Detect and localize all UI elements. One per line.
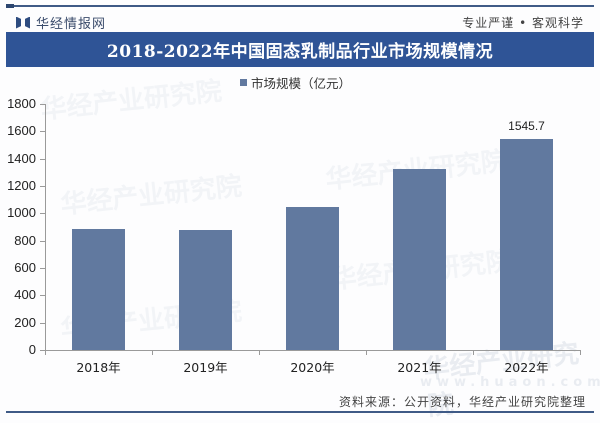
x-tick: [366, 350, 367, 355]
x-tick-label: 2019年: [183, 360, 228, 375]
legend-swatch-icon: [240, 79, 247, 86]
y-tick-label: 1600: [7, 123, 36, 139]
bar-2018年: [72, 229, 125, 350]
x-tick: [259, 350, 260, 355]
y-tick-label: 1000: [7, 205, 36, 221]
slogan: 专业严谨 • 客观科学: [462, 16, 584, 30]
top-divider: [6, 4, 594, 8]
bar-2019年: [179, 229, 232, 350]
bottom-divider: [6, 411, 594, 413]
watermark: 华经产业研究院: [39, 76, 224, 126]
y-tick: [40, 350, 45, 351]
y-tick-label: 0: [28, 342, 36, 357]
y-tick: [40, 186, 45, 187]
legend-label: 市场规模（亿元）: [251, 76, 352, 91]
y-tick: [40, 295, 45, 297]
y-tick: [40, 322, 45, 324]
chart-title: 2018-2022年中国固态乳制品行业市场规模情况: [106, 42, 494, 62]
x-tick-label: 2021年: [397, 360, 442, 375]
brand-name: 华经情报网: [36, 17, 107, 32]
brand-logo-icon: [16, 16, 30, 30]
y-axis: [45, 104, 46, 350]
bar-2022年: [500, 138, 553, 350]
x-tick: [45, 350, 46, 355]
y-tick-label: 200: [14, 314, 36, 330]
y-tick-label: 400: [14, 287, 36, 303]
y-tick-label: 800: [14, 232, 36, 248]
brand: 华经情报网: [16, 13, 106, 32]
source-note: 资料来源：公开资料，华经产业研究院整理: [338, 395, 586, 409]
y-tick-label: 1400: [7, 150, 36, 166]
header: 华经情报网 专业严谨 • 客观科学: [0, 8, 600, 32]
bar-2020年: [286, 207, 339, 350]
data-label: 1545.7: [508, 118, 545, 133]
y-tick: [40, 240, 45, 242]
y-tick: [40, 131, 45, 133]
legend: 市场规模（亿元）: [240, 73, 351, 92]
y-tick: [40, 104, 45, 105]
y-tick: [40, 158, 45, 160]
y-tick-label: 1200: [7, 178, 36, 193]
x-tick-label: 2018年: [76, 360, 121, 375]
watermark-url: www.huaon.com: [420, 375, 600, 390]
x-tick-label: 2022年: [504, 360, 549, 375]
x-axis: [45, 350, 580, 351]
y-tick-label: 1800: [7, 96, 36, 111]
title-bar: 2018-2022年中国固态乳制品行业市场规模情况: [6, 32, 594, 67]
bar-2021年: [393, 169, 446, 350]
y-tick: [40, 268, 45, 269]
x-tick: [152, 350, 153, 355]
x-tick: [473, 350, 474, 355]
y-tick-label: 600: [14, 260, 36, 275]
watermark: 华经产业研究院: [59, 171, 244, 221]
x-tick-label: 2020年: [290, 360, 335, 375]
x-tick: [580, 350, 581, 355]
y-tick: [40, 213, 45, 215]
